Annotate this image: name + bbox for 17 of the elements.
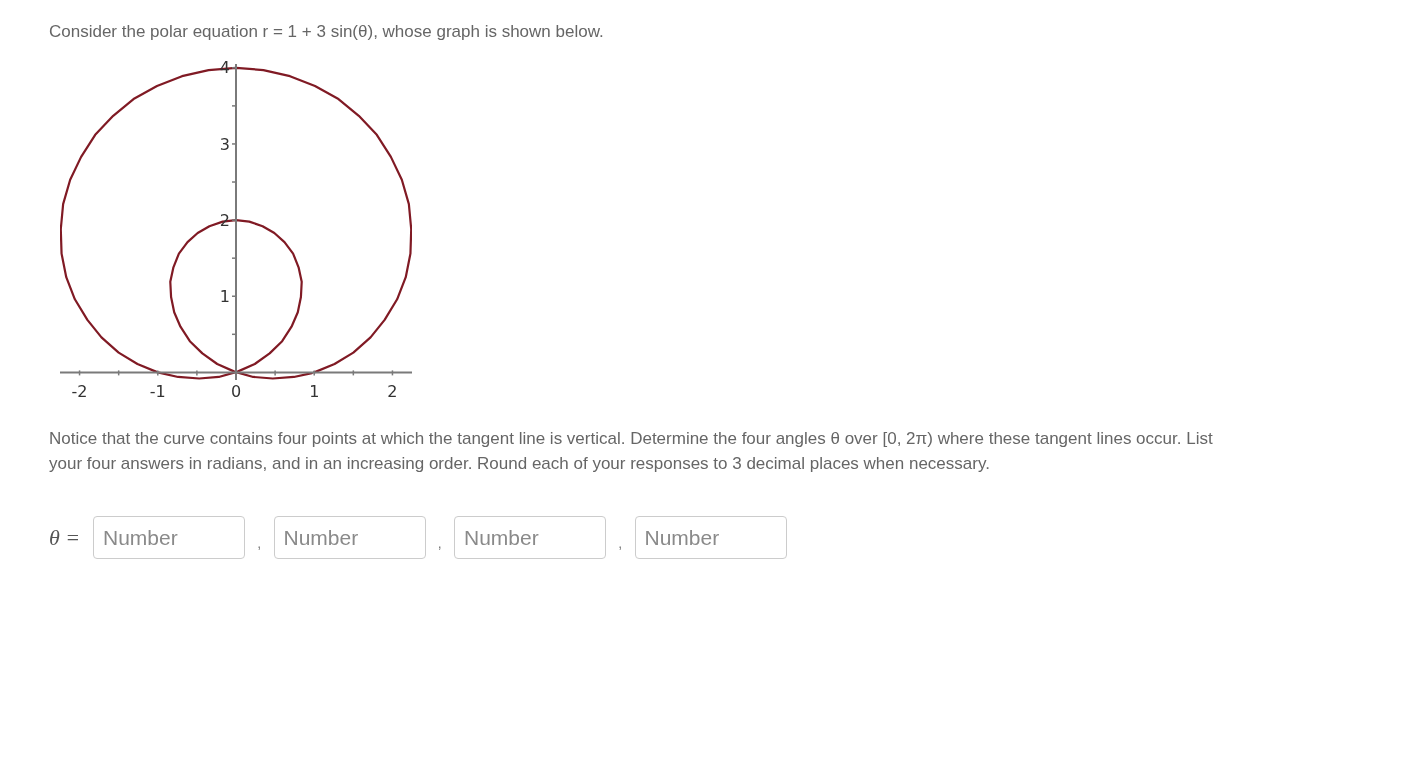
y-tick-label: 3 (219, 134, 230, 154)
number-field: Number (454, 516, 606, 559)
text: θ = (49, 524, 82, 551)
number-field: Number (634, 516, 787, 559)
chart-title: Consider the polar equation r = 1 + 3 sin(θ), whose graph is shown below. (49, 21, 604, 43)
x-tick-label: -2 (71, 381, 88, 401)
text: Notice that the curve contains four points at which the tangent line is vertical. Determine the four angles θ over [0, 2π) where these tangent lines occur. List your four answers in radians, and in an increasing order. Round each of your responses to 3 decimal places when necessary. (49, 428, 1214, 475)
number-field: Number (273, 516, 426, 559)
text: , (617, 533, 624, 551)
number-field: Number (93, 516, 245, 559)
y-tick-label: 1 (219, 286, 230, 306)
x-tick-label: 0 (230, 381, 242, 401)
text: , (436, 533, 443, 551)
x-tick-label: 1 (309, 381, 320, 401)
x-tick-label: -1 (149, 381, 166, 401)
text: , (256, 533, 263, 551)
x-tick-label: 2 (387, 381, 398, 401)
